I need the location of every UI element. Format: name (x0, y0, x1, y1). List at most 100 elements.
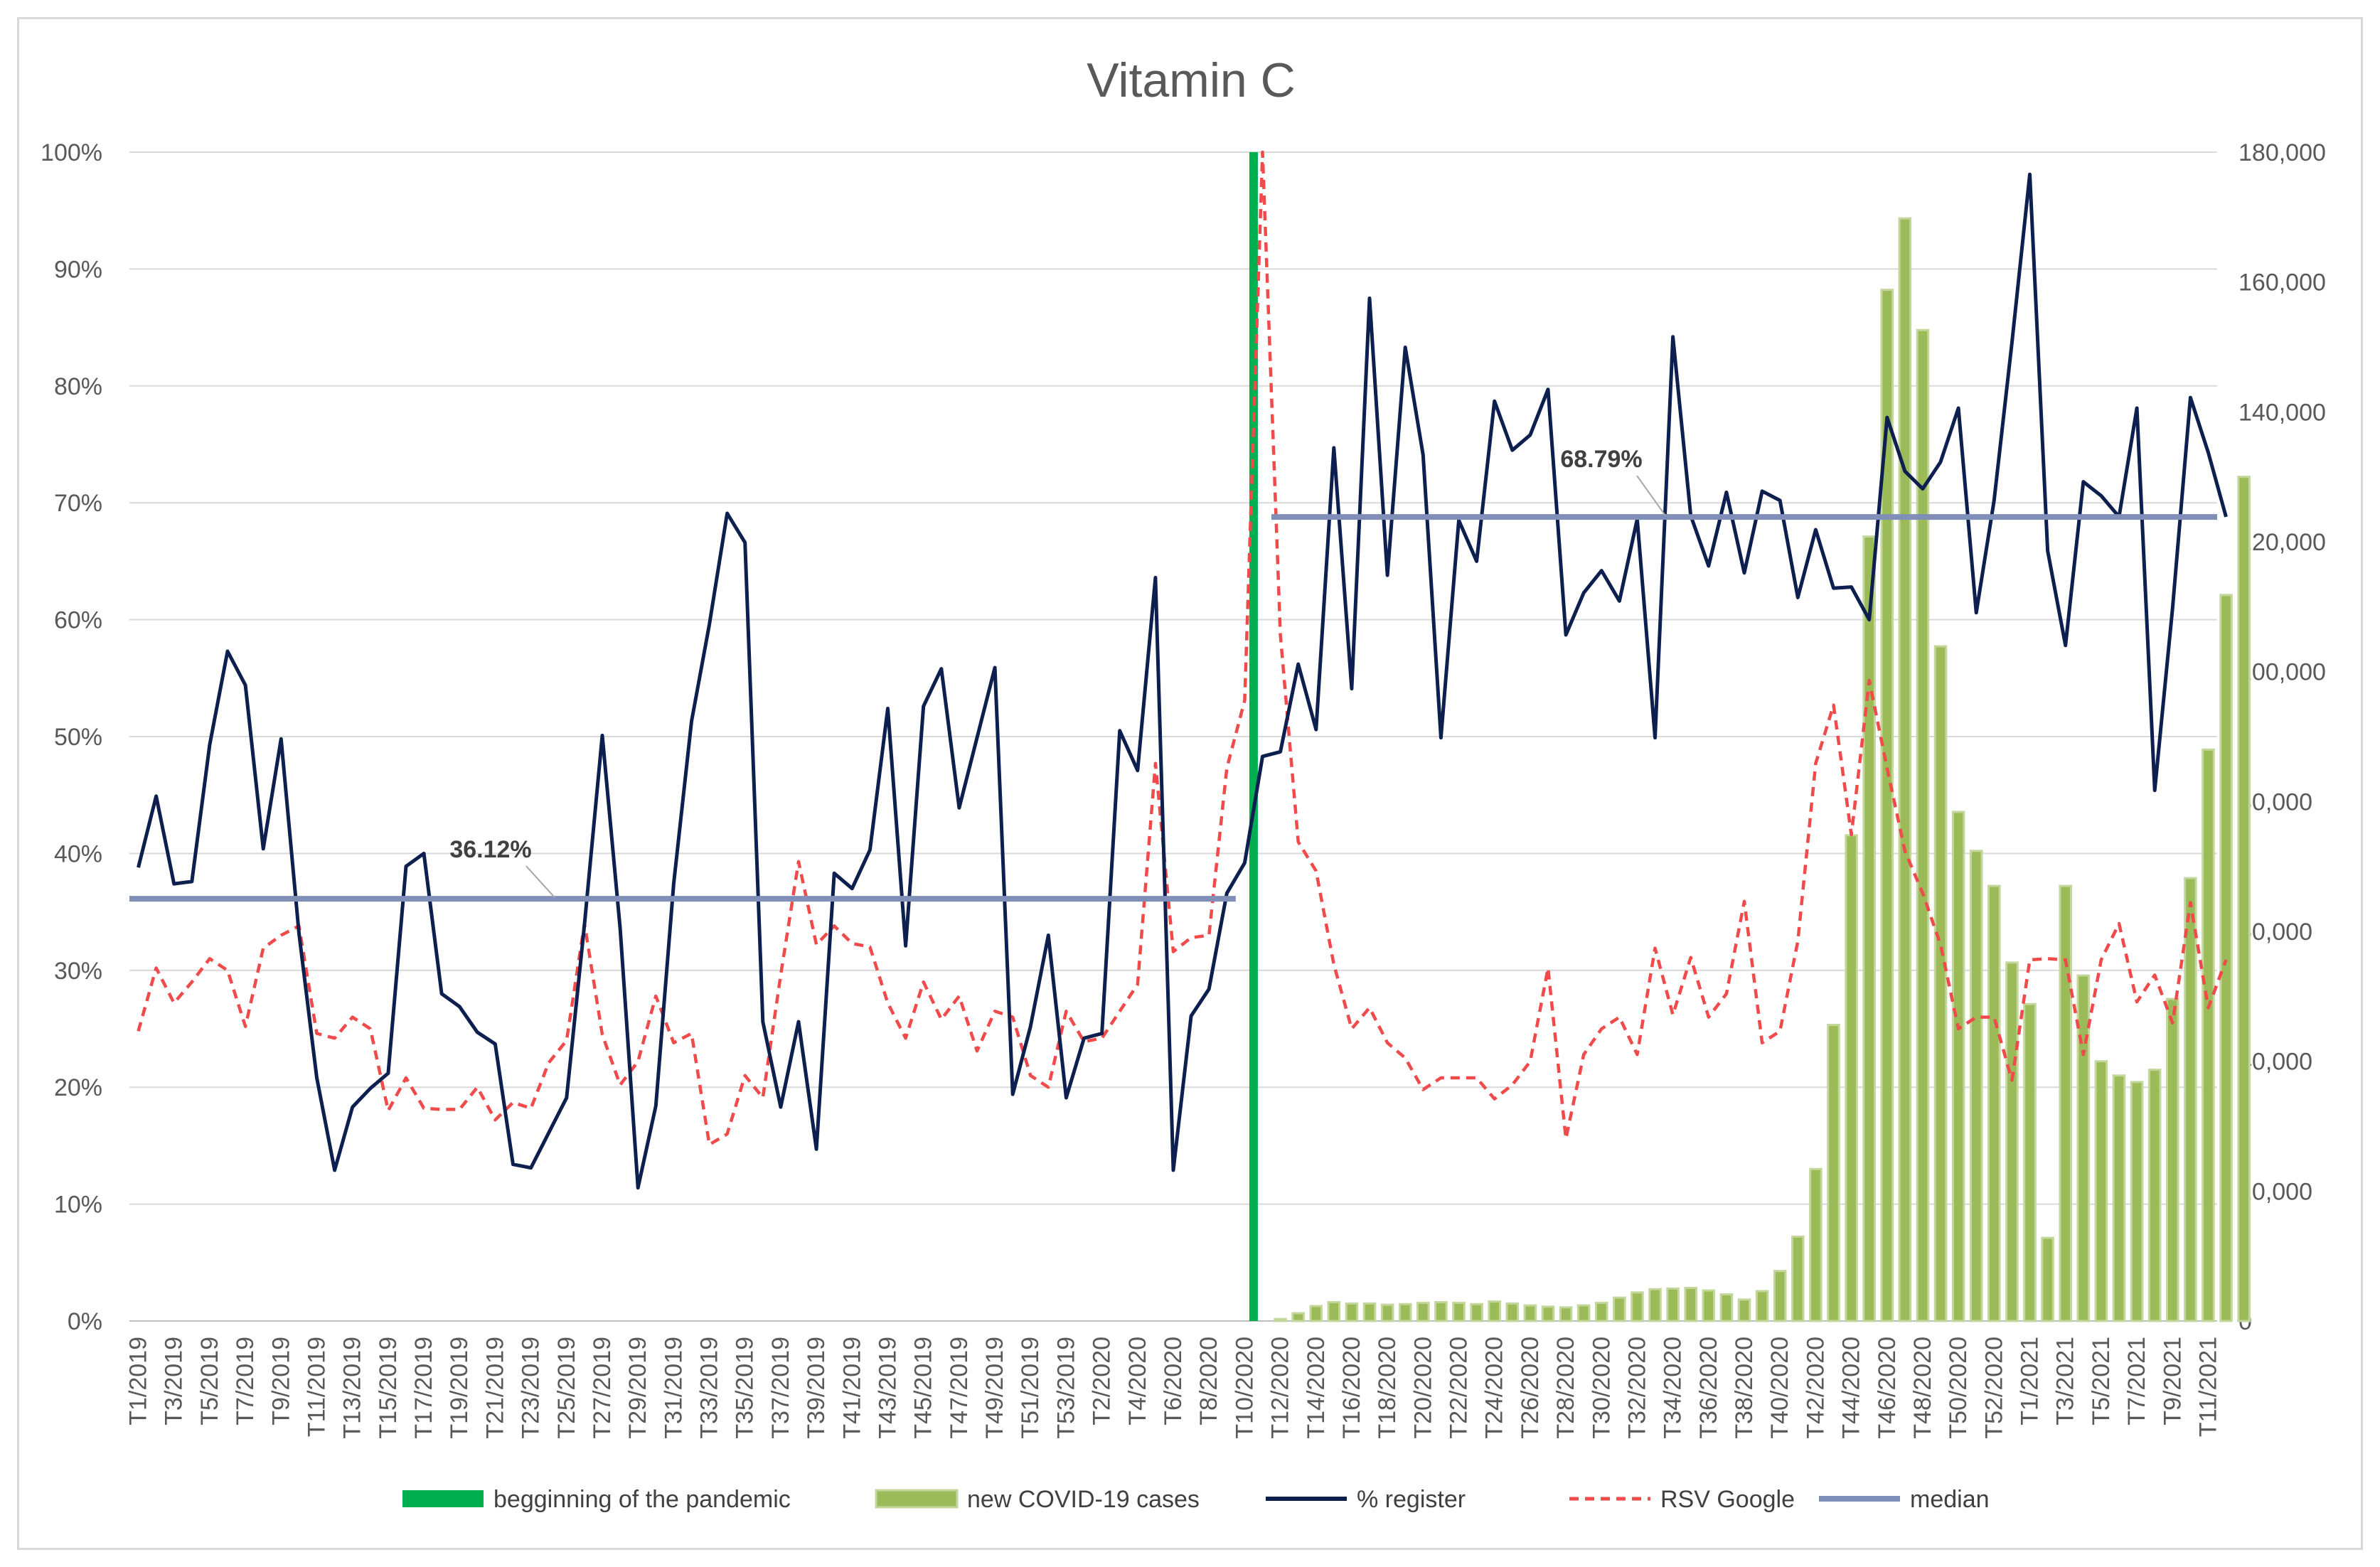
covid-bar (1488, 1300, 1501, 1322)
rsv-line (137, 150, 2228, 1147)
left-tick-label: 30% (54, 958, 102, 985)
x-tick-label: T22/2020 (1446, 1337, 1473, 1439)
left-tick-label: 70% (54, 490, 102, 517)
x-tick-label: T7/2019 (232, 1337, 259, 1426)
x-tick-label: T48/2020 (1909, 1337, 1936, 1439)
x-tick-group: T31/2019 (660, 1337, 687, 1439)
x-tick-group: T7/2021 (2123, 1337, 2150, 1426)
x-tick-label: T3/2021 (2052, 1337, 2079, 1426)
chart-title: Vitamin C (1087, 53, 1296, 107)
left-tick-label: 10% (54, 1192, 102, 1219)
legend-label: % register (1357, 1486, 1466, 1513)
register-line (137, 172, 2228, 1190)
covid-bar (2147, 1069, 2162, 1322)
covid-bar (2112, 1074, 2126, 1322)
left-tick-label: 0% (68, 1308, 102, 1335)
left-axis-ticks: 0% 10% 20% 30% 40% 50% 60% 70% 80% 90% 100% (41, 139, 102, 1335)
x-tick-group: T12/2020 (1267, 1337, 1294, 1439)
x-tick-label: T1/2021 (2017, 1337, 2044, 1426)
covid-bar (1345, 1302, 1359, 1322)
x-tick-group: T11/2021 (2195, 1337, 2222, 1437)
x-tick-label: T43/2019 (875, 1337, 902, 1439)
x-tick-label: T39/2019 (803, 1337, 830, 1439)
x-tick-label: T38/2020 (1731, 1337, 1758, 1439)
x-tick-group: T21/2019 (481, 1337, 508, 1439)
x-tick-label: T12/2020 (1267, 1337, 1294, 1439)
covid-bar (1613, 1296, 1626, 1322)
x-tick-group: T49/2019 (981, 1337, 1008, 1439)
covid-bar (1559, 1306, 1573, 1322)
x-tick-group: T8/2020 (1195, 1337, 1222, 1426)
x-tick-group: T15/2019 (375, 1337, 402, 1439)
x-tick-label: T51/2019 (1017, 1337, 1044, 1439)
x-tick-group: T40/2020 (1766, 1337, 1793, 1439)
covid-bar (1505, 1302, 1520, 1322)
x-tick-label: T49/2019 (981, 1337, 1008, 1439)
x-tick-group: T11/2019 (304, 1337, 331, 1437)
x-tick-group: T20/2020 (1409, 1337, 1436, 1439)
legend: begginning of the pandemic new COVID-19 c… (402, 1486, 1990, 1513)
covid-bar (2219, 594, 2233, 1322)
legend-swatch (402, 1490, 484, 1507)
covid-bar (1809, 1167, 1823, 1322)
x-tick-label: T9/2021 (2159, 1337, 2186, 1426)
x-tick-group: T24/2020 (1481, 1337, 1508, 1439)
covid-bar (1380, 1303, 1394, 1322)
x-tick-label: T24/2020 (1481, 1337, 1508, 1439)
x-tick-group: T34/2020 (1660, 1337, 1687, 1439)
x-tick-label: T37/2019 (767, 1337, 794, 1439)
x-tick-label: T36/2020 (1695, 1337, 1722, 1439)
covid-bar (1898, 217, 1912, 1322)
covid-bar (1523, 1304, 1537, 1322)
x-tick-label: T10/2020 (1231, 1337, 1258, 1439)
x-tick-group: T44/2020 (1838, 1337, 1865, 1439)
x-tick-label: T28/2020 (1552, 1337, 1579, 1439)
covid-bar (1470, 1303, 1483, 1322)
legend-entry: median (1819, 1486, 1990, 1513)
x-tick-group: T42/2020 (1802, 1337, 1829, 1439)
x-tick-group: T3/2021 (2052, 1337, 2079, 1426)
median-leader (525, 865, 555, 898)
covid-bar (1862, 535, 1876, 1322)
covid-bar (1916, 328, 1930, 1322)
covid-bar (1648, 1288, 1662, 1322)
x-tick-label: T9/2019 (267, 1337, 294, 1426)
x-tick-label: T25/2019 (553, 1337, 580, 1439)
covid-bar (1773, 1270, 1787, 1322)
x-tick-label: T34/2020 (1660, 1337, 1687, 1439)
x-tick-label: T41/2019 (838, 1337, 865, 1439)
x-tick-group: T1/2021 (2017, 1337, 2044, 1426)
right-tick-label: 120,000 (2238, 529, 2326, 556)
x-tick-group: T1/2019 (125, 1337, 152, 1426)
median-label: 68.79% (1560, 446, 1642, 473)
covid-bar (1845, 834, 1858, 1322)
x-tick-label: T47/2019 (946, 1337, 973, 1439)
covid-bar (1594, 1301, 1608, 1322)
x-tick-group: T5/2021 (2088, 1337, 2115, 1426)
x-tick-group: T18/2020 (1374, 1337, 1401, 1439)
covid-bar (1631, 1291, 1644, 1322)
legend-label: RSV Google (1660, 1486, 1795, 1513)
x-tick-label: T45/2019 (910, 1337, 937, 1439)
x-tick-label: T33/2019 (696, 1337, 723, 1439)
covid-bar (2076, 974, 2091, 1322)
x-tick-label: T1/2019 (125, 1337, 152, 1426)
x-tick-label: T8/2020 (1195, 1337, 1222, 1426)
covid-bar (2165, 998, 2179, 1322)
covid-bar (1434, 1301, 1448, 1322)
x-tick-label: T15/2019 (375, 1337, 402, 1439)
legend-entry: RSV Google (1569, 1486, 1795, 1513)
covid-bar (1702, 1289, 1716, 1322)
x-tick-group: T35/2019 (732, 1337, 759, 1439)
right-tick-label: 160,000 (2238, 269, 2326, 296)
x-tick-group: T28/2020 (1552, 1337, 1579, 1439)
x-tick-group: T32/2020 (1623, 1337, 1650, 1439)
right-axis-ticks: 020,00040,00060,00080,000100,000120,0001… (2238, 139, 2326, 1335)
covid-bar (1274, 1317, 1287, 1322)
covid-bar (1933, 645, 1948, 1322)
x-tick-group: T37/2019 (767, 1337, 794, 1439)
x-tick-group: T14/2020 (1303, 1337, 1330, 1439)
covid-bar (1880, 289, 1894, 1322)
x-tick-group: T23/2019 (518, 1337, 545, 1439)
